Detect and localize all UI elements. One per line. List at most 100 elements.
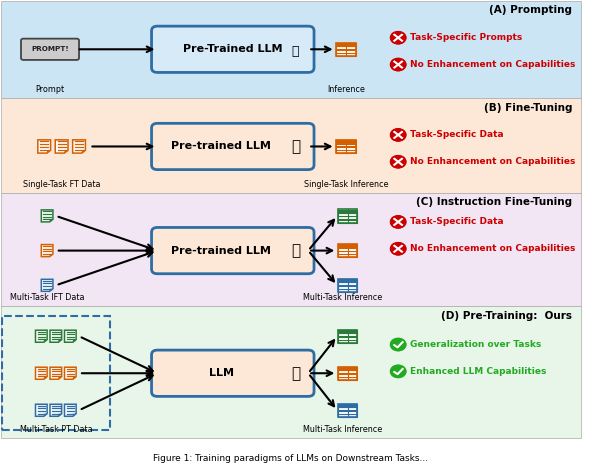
- FancyBboxPatch shape: [336, 53, 356, 56]
- Text: Multi-Task Inference: Multi-Task Inference: [303, 425, 382, 434]
- Polygon shape: [50, 367, 61, 379]
- Text: Task-Specific Prompts: Task-Specific Prompts: [410, 33, 522, 42]
- Text: PROMPT!: PROMPT!: [31, 46, 69, 52]
- FancyBboxPatch shape: [151, 123, 314, 170]
- Polygon shape: [50, 330, 61, 342]
- Circle shape: [390, 243, 406, 255]
- FancyBboxPatch shape: [338, 377, 358, 380]
- Polygon shape: [50, 404, 61, 416]
- FancyBboxPatch shape: [338, 219, 358, 223]
- Polygon shape: [38, 140, 50, 153]
- Polygon shape: [44, 377, 47, 379]
- Polygon shape: [41, 210, 53, 222]
- FancyBboxPatch shape: [1, 306, 581, 438]
- Text: 🔥: 🔥: [291, 243, 300, 258]
- Text: Pre-trained LLM: Pre-trained LLM: [171, 142, 271, 151]
- Polygon shape: [35, 404, 47, 416]
- Polygon shape: [72, 140, 85, 153]
- FancyBboxPatch shape: [336, 144, 356, 146]
- Text: Inference: Inference: [327, 85, 365, 94]
- FancyBboxPatch shape: [338, 330, 358, 333]
- FancyBboxPatch shape: [338, 244, 358, 247]
- FancyBboxPatch shape: [336, 46, 356, 49]
- FancyBboxPatch shape: [338, 340, 358, 343]
- FancyBboxPatch shape: [338, 411, 358, 414]
- FancyBboxPatch shape: [338, 407, 358, 410]
- Polygon shape: [41, 245, 53, 257]
- Polygon shape: [73, 377, 76, 379]
- Polygon shape: [64, 330, 76, 342]
- Text: Single-Task FT Data: Single-Task FT Data: [23, 180, 100, 189]
- Text: Pre-trained LLM: Pre-trained LLM: [171, 246, 271, 255]
- Circle shape: [390, 32, 406, 44]
- FancyBboxPatch shape: [1, 98, 581, 193]
- FancyBboxPatch shape: [151, 26, 314, 72]
- FancyBboxPatch shape: [336, 50, 356, 53]
- FancyBboxPatch shape: [338, 210, 358, 212]
- Circle shape: [390, 59, 406, 70]
- Polygon shape: [35, 330, 47, 342]
- Polygon shape: [64, 150, 68, 153]
- Polygon shape: [73, 414, 76, 416]
- FancyBboxPatch shape: [338, 251, 358, 254]
- Text: Generalization over Tasks: Generalization over Tasks: [410, 340, 541, 349]
- Polygon shape: [55, 140, 68, 153]
- Polygon shape: [64, 367, 76, 379]
- FancyBboxPatch shape: [338, 247, 358, 251]
- FancyBboxPatch shape: [338, 367, 358, 370]
- Polygon shape: [58, 340, 61, 342]
- FancyBboxPatch shape: [336, 140, 356, 143]
- Polygon shape: [41, 279, 53, 291]
- Text: No Enhancement on Capabilities: No Enhancement on Capabilities: [410, 157, 575, 166]
- Circle shape: [390, 338, 406, 350]
- Text: 🔥: 🔥: [291, 139, 300, 154]
- Text: Pre-Trained LLM: Pre-Trained LLM: [183, 44, 283, 54]
- FancyBboxPatch shape: [338, 289, 358, 292]
- Polygon shape: [50, 289, 53, 291]
- FancyBboxPatch shape: [338, 286, 358, 288]
- Circle shape: [390, 216, 406, 228]
- Text: No Enhancement on Capabilities: No Enhancement on Capabilities: [410, 244, 575, 253]
- FancyBboxPatch shape: [338, 333, 358, 336]
- Polygon shape: [58, 377, 61, 379]
- Polygon shape: [44, 340, 47, 342]
- FancyBboxPatch shape: [1, 193, 581, 306]
- Polygon shape: [82, 150, 85, 153]
- Polygon shape: [58, 414, 61, 416]
- Text: (B) Fine-Tuning: (B) Fine-Tuning: [484, 103, 572, 112]
- FancyBboxPatch shape: [151, 350, 314, 397]
- FancyBboxPatch shape: [338, 414, 358, 417]
- FancyBboxPatch shape: [338, 374, 358, 377]
- Text: Multi-Task Inference: Multi-Task Inference: [303, 294, 382, 302]
- Text: Multi-Task IFT Data: Multi-Task IFT Data: [10, 294, 85, 302]
- FancyBboxPatch shape: [336, 147, 356, 150]
- Circle shape: [390, 156, 406, 168]
- FancyBboxPatch shape: [336, 43, 356, 46]
- Text: (C) Instruction Fine-Tuning: (C) Instruction Fine-Tuning: [416, 198, 572, 207]
- Text: 🧊: 🧊: [292, 45, 299, 58]
- FancyBboxPatch shape: [151, 227, 314, 274]
- FancyBboxPatch shape: [338, 336, 358, 340]
- Circle shape: [390, 365, 406, 377]
- Polygon shape: [73, 340, 76, 342]
- FancyBboxPatch shape: [1, 0, 581, 98]
- Circle shape: [390, 129, 406, 141]
- Polygon shape: [35, 367, 47, 379]
- Polygon shape: [47, 150, 50, 153]
- Text: Multi-Task PT Data: Multi-Task PT Data: [19, 425, 92, 434]
- Text: Task-Specific Data: Task-Specific Data: [410, 218, 503, 226]
- Polygon shape: [64, 404, 76, 416]
- Text: Task-Specific Data: Task-Specific Data: [410, 130, 503, 139]
- Text: 🔥: 🔥: [291, 366, 300, 381]
- FancyBboxPatch shape: [338, 216, 358, 219]
- FancyBboxPatch shape: [338, 254, 358, 257]
- Polygon shape: [44, 414, 47, 416]
- Text: Figure 1: Training paradigms of LLMs on Downstream Tasks...: Figure 1: Training paradigms of LLMs on …: [153, 454, 429, 463]
- FancyBboxPatch shape: [338, 279, 358, 282]
- Text: No Enhancement on Capabilities: No Enhancement on Capabilities: [410, 60, 575, 69]
- Text: LLM: LLM: [209, 368, 233, 378]
- FancyBboxPatch shape: [338, 404, 358, 407]
- FancyBboxPatch shape: [336, 150, 356, 153]
- Text: Prompt: Prompt: [35, 85, 64, 94]
- FancyBboxPatch shape: [338, 213, 358, 216]
